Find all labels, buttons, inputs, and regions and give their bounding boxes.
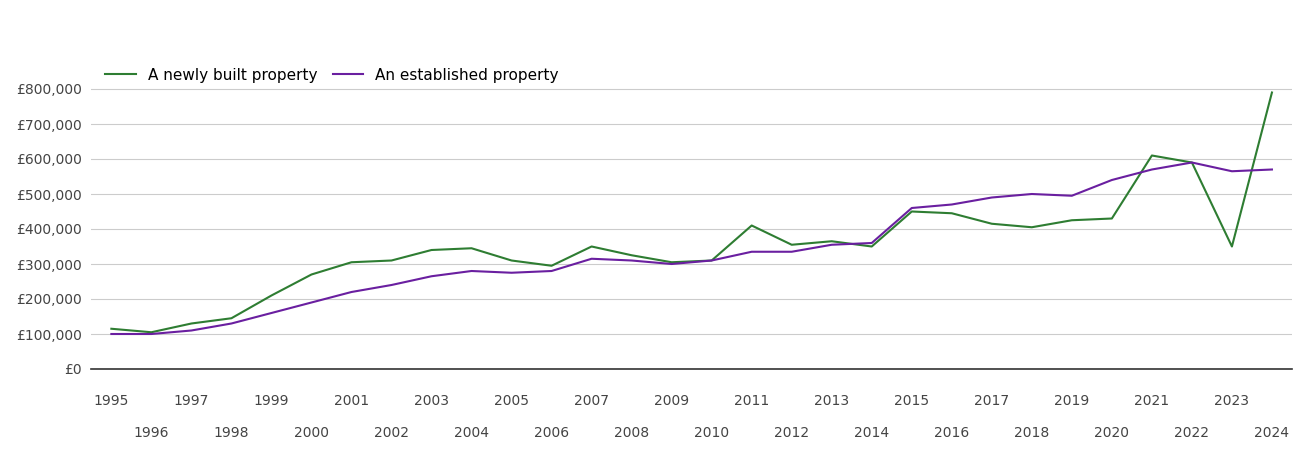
An established property: [264, 310, 279, 316]
Text: 2008: 2008: [615, 426, 649, 440]
Text: 2010: 2010: [694, 426, 729, 440]
Line: A newly built property: A newly built property: [111, 93, 1272, 332]
Text: 2001: 2001: [334, 394, 369, 408]
Text: 2005: 2005: [495, 394, 529, 408]
Text: 2021: 2021: [1134, 394, 1169, 408]
An established property: [463, 268, 479, 274]
A newly built property: [504, 258, 519, 263]
Text: 2006: 2006: [534, 426, 569, 440]
A newly built property: [384, 258, 399, 263]
A newly built property: [784, 242, 800, 248]
An established property: [144, 331, 159, 337]
A newly built property: [463, 246, 479, 251]
Text: 2023: 2023: [1215, 394, 1249, 408]
An established property: [223, 321, 239, 326]
A newly built property: [864, 244, 880, 249]
An established property: [624, 258, 639, 263]
An established property: [1144, 167, 1160, 172]
An established property: [823, 242, 839, 248]
A newly built property: [744, 223, 760, 228]
An established property: [1184, 160, 1199, 165]
A newly built property: [103, 326, 119, 332]
Text: 2011: 2011: [733, 394, 770, 408]
An established property: [984, 195, 1000, 200]
A newly built property: [544, 263, 560, 269]
An established property: [703, 258, 719, 263]
An established property: [1104, 177, 1120, 183]
An established property: [784, 249, 800, 254]
Text: 2014: 2014: [855, 426, 889, 440]
An established property: [664, 261, 680, 267]
Text: 2015: 2015: [894, 394, 929, 408]
An established property: [864, 240, 880, 246]
Text: 2013: 2013: [814, 394, 850, 408]
An established property: [1064, 193, 1079, 198]
An established property: [424, 274, 440, 279]
A newly built property: [144, 329, 159, 335]
An established property: [384, 282, 399, 288]
A newly built property: [664, 260, 680, 265]
Text: 2017: 2017: [975, 394, 1009, 408]
An established property: [544, 268, 560, 274]
A newly built property: [223, 315, 239, 321]
Text: 2003: 2003: [414, 394, 449, 408]
An established property: [1024, 191, 1040, 197]
Text: 1996: 1996: [133, 426, 170, 440]
An established property: [304, 300, 320, 305]
A newly built property: [944, 211, 959, 216]
A newly built property: [703, 258, 719, 263]
An established property: [1224, 169, 1240, 174]
A newly built property: [343, 260, 359, 265]
A newly built property: [1144, 153, 1160, 158]
Text: 1997: 1997: [174, 394, 209, 408]
A newly built property: [1224, 244, 1240, 249]
Text: 2022: 2022: [1174, 426, 1210, 440]
An established property: [944, 202, 959, 207]
Line: An established property: An established property: [111, 162, 1272, 334]
Text: 1998: 1998: [214, 426, 249, 440]
A newly built property: [304, 272, 320, 277]
A newly built property: [1265, 90, 1280, 95]
A newly built property: [1064, 217, 1079, 223]
Text: 1999: 1999: [253, 394, 290, 408]
Text: 2012: 2012: [774, 426, 809, 440]
An established property: [504, 270, 519, 275]
Text: 2024: 2024: [1254, 426, 1289, 440]
Text: 2000: 2000: [294, 426, 329, 440]
Text: 2004: 2004: [454, 426, 489, 440]
A newly built property: [184, 321, 200, 326]
An established property: [583, 256, 599, 261]
Text: 2020: 2020: [1095, 426, 1129, 440]
An established property: [343, 289, 359, 295]
Text: 1995: 1995: [94, 394, 129, 408]
Text: 2007: 2007: [574, 394, 609, 408]
A newly built property: [1104, 216, 1120, 221]
Text: 2016: 2016: [934, 426, 970, 440]
Text: 2018: 2018: [1014, 426, 1049, 440]
An established property: [1265, 167, 1280, 172]
A newly built property: [624, 252, 639, 258]
An established property: [904, 205, 920, 211]
Text: 2009: 2009: [654, 394, 689, 408]
Text: 2019: 2019: [1054, 394, 1090, 408]
A newly built property: [823, 238, 839, 244]
A newly built property: [424, 248, 440, 253]
A newly built property: [984, 221, 1000, 226]
An established property: [103, 331, 119, 337]
Legend: A newly built property, An established property: A newly built property, An established p…: [99, 62, 565, 89]
An established property: [744, 249, 760, 254]
A newly built property: [583, 244, 599, 249]
Text: 2002: 2002: [375, 426, 408, 440]
A newly built property: [1184, 160, 1199, 165]
A newly built property: [904, 209, 920, 214]
An established property: [184, 328, 200, 333]
A newly built property: [1024, 225, 1040, 230]
A newly built property: [264, 293, 279, 298]
